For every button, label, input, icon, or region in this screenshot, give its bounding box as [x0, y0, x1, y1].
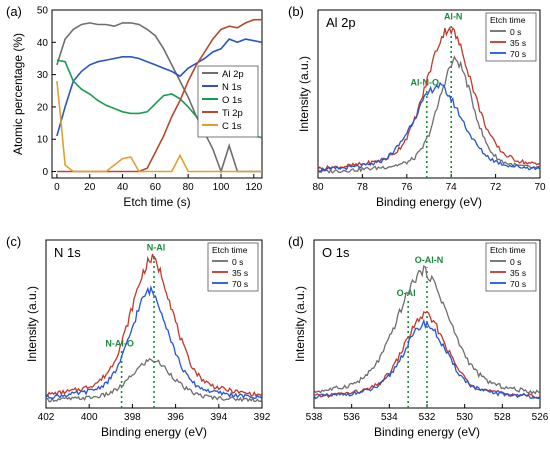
x-tick-label: 74 [446, 182, 458, 193]
annotation-label: Al-N-O [411, 77, 440, 87]
panel-0: (a) 0 20 40 60 80 100 120 Etch time (s) 0 10 20 30 40… [6, 4, 263, 209]
x-tick-label: 530 [456, 412, 473, 423]
legend-label: 35 s [510, 268, 526, 278]
plot-frame [317, 9, 541, 179]
series-line-0s [317, 55, 541, 174]
plot-frame [51, 9, 263, 179]
x-tick-label: 400 [81, 412, 98, 423]
panel-title: N 1s [54, 245, 81, 260]
annotation-label: Al-N [444, 11, 463, 21]
y-axis-label: Intensity (a.u.) [293, 286, 307, 362]
annotation-label: N-Al-O [105, 338, 134, 348]
legend-label: 35 s [510, 38, 526, 48]
legend-label: 70 s [510, 49, 526, 59]
y-axis-label: Atomic percentage (%) [11, 33, 25, 155]
legend-title: Etch time [490, 245, 526, 255]
x-tick-label: 60 [150, 182, 162, 193]
x-tick-label: 402 [38, 412, 55, 423]
x-axis-label: Binding energy (eV) [376, 195, 482, 209]
x-tick-label: 398 [124, 412, 141, 423]
panel-label: (a) [6, 4, 22, 19]
x-tick-label: 536 [343, 412, 360, 423]
legend-label: 0 s [510, 257, 521, 267]
y-tick-label: 20 [37, 102, 49, 113]
series-line-0s [313, 265, 541, 395]
panel-3: (d) 538 536 534 532 530 528 526 Binding energy (… [288, 234, 549, 439]
x-tick-label: 80 [312, 182, 324, 193]
y-tick-label: 40 [37, 38, 49, 49]
legend-label: 70 s [510, 279, 526, 289]
legend-title: Etch time [490, 15, 526, 25]
panel-2: (c) 402 400 398 396 394 392 Binding energy (eV)… [6, 234, 271, 439]
annotation-label: N-Al [147, 242, 166, 252]
x-tick-label: 72 [490, 182, 502, 193]
legend-title: Etch time [212, 245, 248, 255]
legend-label: 35 s [232, 268, 248, 278]
panel-label: (c) [6, 234, 21, 249]
y-tick-label: 50 [37, 6, 49, 17]
x-axis-label: Binding energy (eV) [374, 425, 480, 439]
legend-label: 70 s [232, 279, 248, 289]
legend-label: O 1s [222, 95, 242, 106]
x-tick-label: 78 [357, 182, 369, 193]
y-axis-label: Intensity (a.u.) [297, 56, 311, 132]
panel-title: O 1s [322, 245, 350, 260]
x-tick-label: 120 [245, 182, 262, 193]
x-tick-label: 20 [84, 182, 96, 193]
series-line-70s [317, 81, 541, 173]
x-tick-label: 0 [54, 182, 60, 193]
x-tick-label: 538 [306, 412, 323, 423]
series-line-0s [45, 358, 263, 403]
panel-label: (b) [288, 4, 304, 19]
series-line-c-1s [56, 81, 262, 173]
series-line-70s [313, 318, 541, 400]
series-line-35s [45, 253, 263, 397]
x-tick-label: 396 [167, 412, 184, 423]
series-line-n-1s [56, 38, 263, 137]
x-tick-label: 76 [401, 182, 413, 193]
legend-label: Ti 2p [222, 108, 243, 119]
legend-label: Al 2p [222, 69, 244, 80]
panel-title: Al 2p [326, 15, 356, 30]
panel-1: (b) 80 78 76 74 72 70 Binding energy (eV) Intens… [288, 4, 546, 209]
y-tick-label: 30 [37, 70, 49, 81]
annotation-label: O-Al-N [415, 255, 444, 265]
x-tick-label: 528 [494, 412, 511, 423]
series-line-70s [45, 284, 263, 400]
x-tick-label: 80 [183, 182, 195, 193]
series-line-35s [317, 26, 541, 171]
x-tick-label: 394 [210, 412, 227, 423]
x-tick-label: 526 [532, 412, 549, 423]
series-line-al-2p [56, 22, 262, 174]
x-axis-label: Binding energy (eV) [101, 425, 207, 439]
legend-label: C 1s [222, 121, 242, 132]
x-axis-label: Etch time (s) [123, 195, 190, 209]
x-tick-label: 70 [534, 182, 546, 193]
legend-label: 0 s [232, 257, 243, 267]
legend-label: 0 s [510, 27, 521, 37]
legend-box [207, 242, 259, 292]
legend-label: N 1s [222, 82, 242, 93]
y-tick-label: 10 [37, 135, 49, 146]
series-line-35s [313, 310, 541, 399]
panel-label: (d) [288, 234, 304, 249]
x-tick-label: 40 [117, 182, 129, 193]
y-axis-label: Intensity (a.u.) [25, 286, 39, 362]
x-tick-label: 100 [213, 182, 230, 193]
x-tick-label: 532 [419, 412, 436, 423]
y-tick-label: 0 [42, 167, 48, 178]
x-tick-label: 534 [381, 412, 398, 423]
x-tick-label: 392 [254, 412, 271, 423]
